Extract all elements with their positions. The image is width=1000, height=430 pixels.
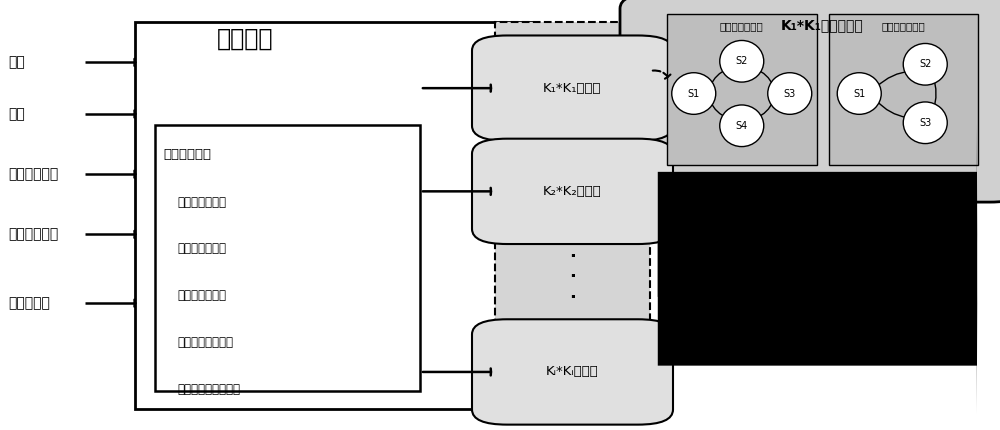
FancyBboxPatch shape: [620, 0, 1000, 202]
Text: S1: S1: [853, 89, 865, 98]
Bar: [828, 14, 978, 165]
Bar: [155, 125, 420, 391]
Text: K₁*K₁状态机模块: K₁*K₁状态机模块: [781, 18, 864, 32]
Ellipse shape: [903, 102, 947, 144]
Text: S3: S3: [784, 89, 796, 98]
Text: 计数器模块：: 计数器模块：: [163, 148, 211, 161]
Bar: [495, 22, 650, 408]
FancyBboxPatch shape: [472, 36, 673, 141]
Ellipse shape: [837, 73, 881, 114]
Text: ·
·
·: · · ·: [569, 248, 576, 307]
Ellipse shape: [768, 73, 812, 114]
Ellipse shape: [720, 105, 764, 147]
Ellipse shape: [672, 73, 716, 114]
Text: 输出数据计数器: 输出数据计数器: [177, 289, 226, 302]
Text: S1: S1: [688, 89, 700, 98]
FancyBboxPatch shape: [472, 138, 673, 244]
Text: 时钟: 时钟: [8, 55, 25, 69]
Text: K₂*K₂状态机: K₂*K₂状态机: [543, 185, 602, 198]
Text: 输出图像尺寸计数器: 输出图像尺寸计数器: [177, 383, 240, 396]
Text: S4: S4: [736, 121, 748, 131]
Text: 卷积层参数: 卷积层参数: [8, 296, 50, 310]
Text: 计算模块
控制信号: 计算模块 控制信号: [754, 171, 790, 203]
Text: 输入数据计数器: 输入数据计数器: [177, 196, 226, 209]
Text: 各缓存
工作模式: 各缓存 工作模式: [754, 330, 790, 362]
Ellipse shape: [903, 43, 947, 85]
Text: 图像数据有效: 图像数据有效: [8, 167, 58, 181]
Ellipse shape: [720, 40, 764, 82]
Text: 复位: 复位: [8, 107, 25, 121]
Text: Kᵢ*Kᵢ状态机: Kᵢ*Kᵢ状态机: [546, 366, 599, 378]
Text: 权重缓存状态机: 权重缓存状态机: [881, 21, 925, 31]
Bar: [135, 22, 535, 408]
FancyBboxPatch shape: [472, 319, 673, 425]
Text: 图像缓存状态机: 图像缓存状态机: [720, 21, 764, 31]
Text: K₁*K₁状态机: K₁*K₁状态机: [543, 82, 602, 95]
Text: 控制模块: 控制模块: [217, 27, 273, 51]
Text: S3: S3: [919, 118, 931, 128]
Text: 输入权重计数器: 输入权重计数器: [177, 243, 226, 255]
Bar: [667, 14, 816, 165]
Text: 输出通道数计数器: 输出通道数计数器: [177, 336, 233, 349]
Text: S2: S2: [736, 56, 748, 66]
Text: 权重数据有效: 权重数据有效: [8, 227, 58, 241]
Text: S2: S2: [919, 59, 931, 69]
